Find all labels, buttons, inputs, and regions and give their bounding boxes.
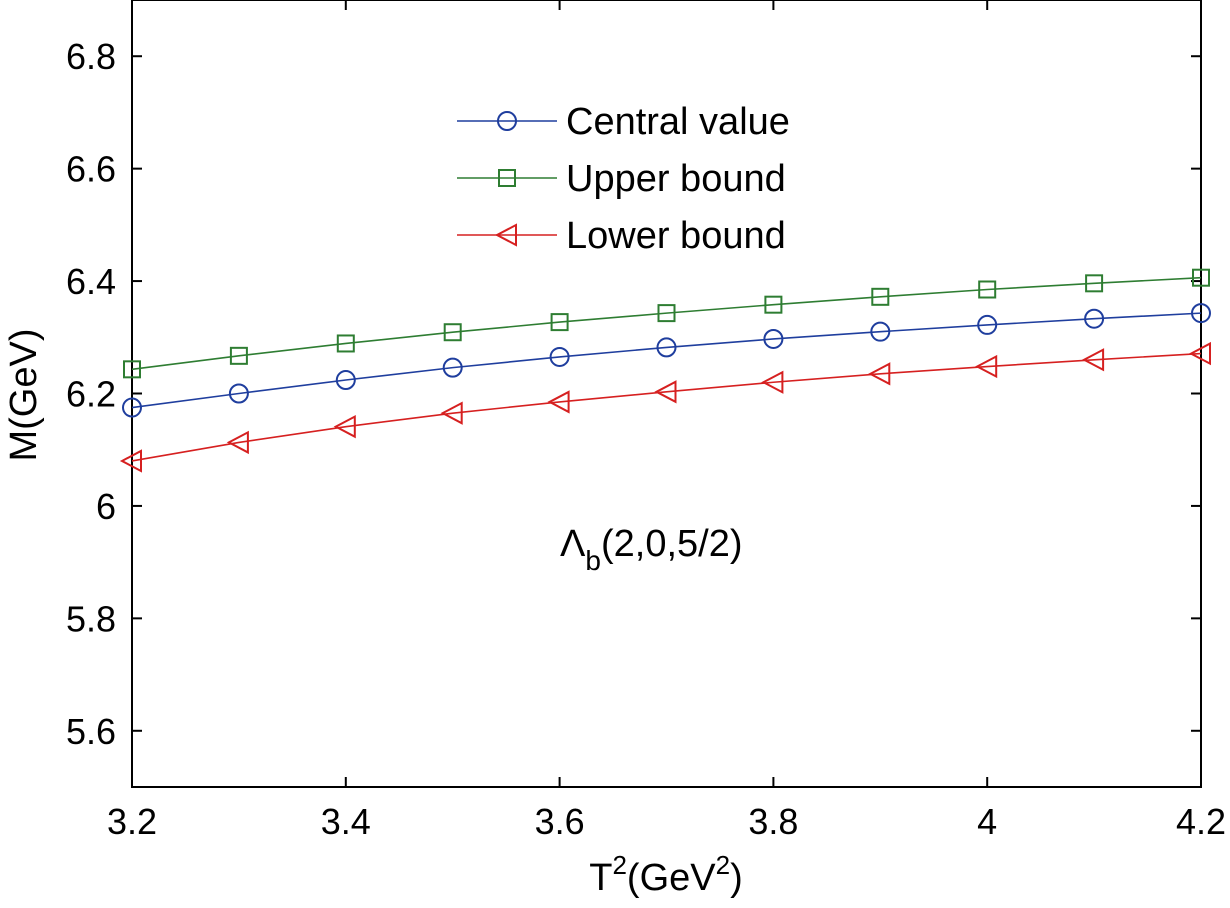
data-point-lower-bound [226,430,249,455]
legend-label: Central value [566,101,790,143]
data-point-lower-bound [440,401,463,425]
legend-marker [498,169,516,187]
y-tick-label: 6 [96,486,116,527]
data-point-central-value [1084,308,1105,329]
data-point-upper-bound [336,334,355,353]
series-line-central-value [131,312,1202,409]
series-lower-bound [119,341,1211,473]
data-point-upper-bound [871,287,890,306]
data-point-upper-bound [123,360,141,379]
legend-marker [494,223,517,247]
data-point-lower-bound [654,380,677,404]
data-point-central-value [549,346,570,367]
x-tick-label: 4.2 [1176,801,1226,842]
x-label-unit-sup: 2 [716,850,730,880]
data-point-lower-bound [1081,348,1105,372]
legend-marker [497,111,517,131]
series-layer [119,268,1211,473]
legend-entry-central-value: Central value [457,101,790,143]
series-line-upper-bound [131,276,1202,371]
x-label-base: T [589,857,612,899]
data-point-central-value [442,357,463,378]
data-point-central-value [870,321,891,342]
x-tick-label: 4 [977,801,997,842]
data-point-upper-bound [1085,274,1104,293]
data-point-lower-bound [975,354,998,379]
data-point-upper-bound [978,280,997,299]
data-point-central-value [656,337,677,358]
x-tick-label: 3.6 [535,801,585,842]
legend-label: Lower bound [566,215,786,257]
data-point-lower-bound [868,362,891,386]
data-point-central-value [228,383,249,404]
y-tick-label: 6.8 [66,36,116,77]
data-point-upper-bound [657,304,676,323]
data-point-central-value [335,370,356,391]
data-point-upper-bound [764,295,783,314]
data-point-upper-bound [1192,268,1210,287]
x-tick-label: 3.8 [748,801,798,842]
y-tick-label: 6.4 [66,261,116,302]
legend-entry-lower-bound: Lower bound [457,215,786,257]
data-point-lower-bound [119,449,142,473]
data-point-central-value [763,328,784,349]
annotation-main: Λ [560,523,586,565]
data-point-lower-bound [761,370,784,394]
data-point-lower-bound [1188,341,1211,366]
x-label-unit-open: (GeV [627,857,716,899]
series-line-lower-bound [131,352,1202,462]
legend: Central value Upper bound Lower bound [457,101,790,257]
data-point-central-value [977,314,998,335]
legend-label: Upper bound [566,158,786,200]
y-tick-label: 6.2 [66,374,116,415]
data-point-central-value [122,397,142,418]
axis-ticks: 3.2 3.4 3.6 3.8 4 4.2 5.6 5.8 6 6.2 6.4 6.6 6.8 [66,0,1226,842]
y-tick-label: 5.6 [66,711,116,752]
series-central-value [122,303,1211,418]
data-point-central-value [1191,303,1211,324]
data-point-lower-bound [333,415,356,439]
annotation-sub: b [585,545,601,576]
y-tick-label: 6.6 [66,149,116,190]
y-axis-label: M(GeV) [3,329,45,462]
y-tick-label: 5.8 [66,598,116,639]
annotation-label: Λb(2,0,5/2) [560,523,743,576]
legend-entry-upper-bound: Upper bound [457,158,786,200]
x-tick-label: 3.2 [107,801,157,842]
data-point-upper-bound [550,313,569,332]
data-point-upper-bound [229,346,248,365]
series-upper-bound [123,268,1210,379]
data-point-upper-bound [443,323,462,342]
x-tick-label: 3.4 [321,801,371,842]
x-axis-label: T2(GeV2) [589,850,743,899]
data-point-lower-bound [547,390,570,414]
annotation-rest: (2,0,5/2) [601,523,743,565]
x-label-sup: 2 [612,850,626,880]
x-label-unit-close: ) [730,857,743,899]
